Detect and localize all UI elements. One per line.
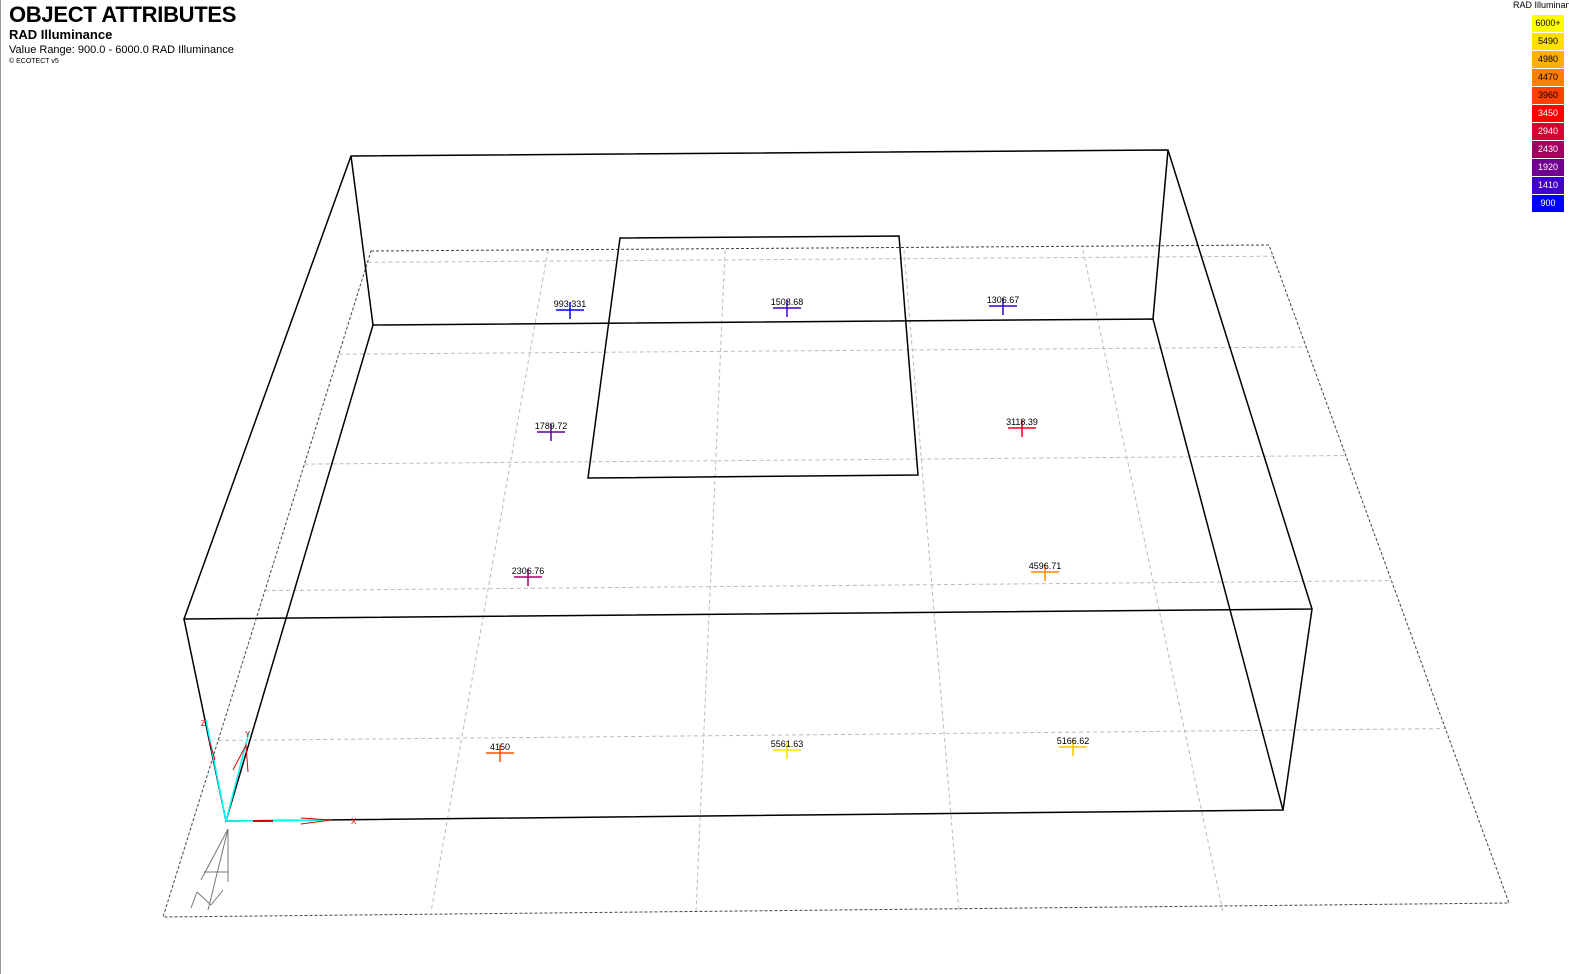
legend-swatch: 4470 bbox=[1532, 69, 1564, 86]
point-value-label: 1306.67 bbox=[987, 295, 1020, 305]
analysis-point: 5561.63 bbox=[771, 739, 804, 759]
grid-line bbox=[367, 255, 1274, 263]
copyright: © ECOTECT v5 bbox=[9, 58, 59, 65]
legend-swatch: 2430 bbox=[1532, 141, 1564, 158]
legend-swatch: 1920 bbox=[1532, 159, 1564, 176]
grid-line bbox=[903, 249, 960, 913]
north-arrow-icon bbox=[190, 828, 229, 911]
y-axis-label: Y bbox=[245, 730, 251, 739]
point-value-label: 4150 bbox=[490, 742, 510, 752]
z-axis-label: Z bbox=[201, 719, 206, 728]
room-box bbox=[182, 149, 1314, 822]
point-value-label: 1789.72 bbox=[535, 421, 568, 431]
color-legend: 6000+ 5490 4980 4470 3960 3450 2940 2430 1920 141… bbox=[1532, 15, 1564, 213]
legend-swatch: 1410 bbox=[1532, 177, 1564, 194]
ground-grid bbox=[218, 249, 1446, 913]
point-value-label: 1503.68 bbox=[771, 297, 804, 307]
analysis-point: 2306.76 bbox=[512, 566, 545, 586]
point-value-label: 4596.71 bbox=[1029, 561, 1062, 571]
point-value-label: 2306.76 bbox=[512, 566, 545, 576]
grid-line bbox=[304, 455, 1346, 465]
analysis-point: 3118.39 bbox=[1006, 417, 1038, 437]
attribute-name: RAD Illuminance bbox=[9, 27, 113, 42]
grid-line bbox=[338, 346, 1307, 355]
window-opening bbox=[587, 235, 919, 479]
legend-swatch: 4980 bbox=[1532, 51, 1564, 68]
grid-boundary bbox=[162, 244, 1510, 918]
analysis-point: 4596.71 bbox=[1029, 561, 1062, 581]
legend-swatch: 2940 bbox=[1532, 123, 1564, 140]
grid-line bbox=[1082, 249, 1224, 913]
grid-line bbox=[695, 249, 726, 913]
legend-swatch: 900 bbox=[1532, 195, 1564, 212]
analysis-point: 4150 bbox=[486, 742, 514, 762]
grid-line bbox=[218, 728, 1446, 742]
x-axis-label: X bbox=[351, 817, 357, 826]
value-range: Value Range: 900.0 - 6000.0 RAD Illumina… bbox=[9, 44, 234, 56]
grid-line bbox=[264, 580, 1392, 592]
analysis-point: 1306.67 bbox=[987, 295, 1020, 315]
analysis-point: 5166.62 bbox=[1057, 736, 1090, 756]
legend-swatch: 3960 bbox=[1532, 87, 1564, 104]
legend-swatch: 5490 bbox=[1532, 33, 1564, 50]
legend-swatch: 6000+ bbox=[1532, 15, 1564, 32]
page-title: OBJECT ATTRIBUTES bbox=[9, 2, 237, 27]
axis-indicator: X Z Y bbox=[201, 719, 357, 826]
point-value-label: 5561.63 bbox=[771, 739, 804, 749]
point-value-label: 3118.39 bbox=[1006, 417, 1038, 427]
analysis-points: 993.331 1503.68 1306.67 1789.72 3118.39 2306.… bbox=[486, 295, 1089, 762]
analysis-point: 993.331 bbox=[554, 299, 587, 319]
analysis-point: 1503.68 bbox=[771, 297, 804, 317]
grid-line bbox=[430, 249, 549, 913]
legend-title: RAD Illuminance bbox=[1513, 0, 1569, 10]
point-value-label: 993.331 bbox=[554, 299, 587, 309]
analysis-point: 1789.72 bbox=[535, 421, 568, 441]
legend-swatch: 3450 bbox=[1532, 105, 1564, 122]
point-value-label: 5166.62 bbox=[1057, 736, 1090, 746]
